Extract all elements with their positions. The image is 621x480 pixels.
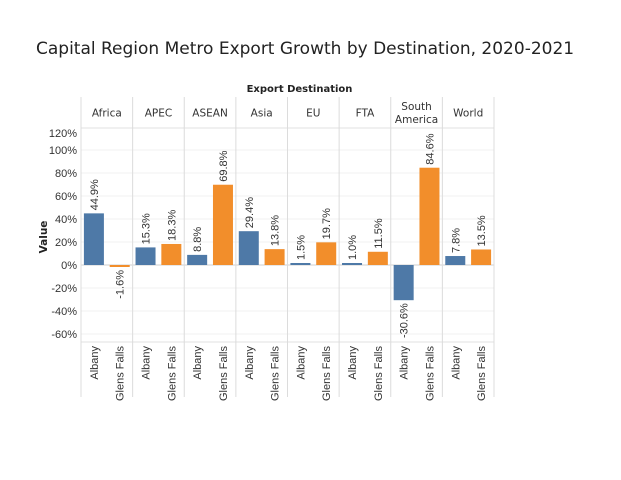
x-axis-label: Glens Falls [476,346,488,402]
category-header-line: EU [306,108,320,120]
y-tick-label: 120% [49,128,77,140]
category-header-asean: ASEAN [192,108,228,120]
chart-title: Capital Region Metro Export Growth by De… [36,39,575,59]
bar-albany-south-america[interactable] [393,265,414,301]
y-tick-label: 20% [55,237,77,249]
data-label: 44.9% [89,179,101,210]
data-label: 1.5% [295,235,307,260]
category-header-africa: Africa [92,108,122,120]
bar-glens-falls-eu[interactable] [316,242,337,265]
data-label: 18.3% [166,210,178,241]
bar-albany-world[interactable] [445,256,466,265]
x-axis-label: Glens Falls [424,346,436,402]
data-label: -30.6% [399,303,411,338]
category-header-asia: Asia [251,108,273,120]
y-tick-label: -60% [51,329,77,341]
category-header-line: America [395,114,438,126]
bar-albany-eu[interactable] [290,263,311,265]
x-axis-label: Glens Falls [373,346,385,402]
x-axis-label: Albany [141,346,153,380]
bar-glens-falls-fta[interactable] [367,251,388,265]
data-label: 11.5% [373,218,385,249]
bar-glens-falls-asean[interactable] [212,184,233,265]
category-headers: Africa APEC ASEAN Asia EU FTA South America Worl… [92,101,483,126]
bar-glens-falls-apec[interactable] [161,243,182,265]
category-header-line: South [401,101,432,113]
category-header-line: FTA [356,108,375,120]
y-axis-label: Value [38,221,50,254]
category-header-apec: APEC [145,108,172,120]
category-header-world: World [453,108,483,120]
y-tick-label: 0% [61,260,77,272]
bar-glens-falls-africa[interactable] [109,265,130,267]
category-header-fta: FTA [356,108,375,120]
x-axis-label: Glens Falls [270,346,282,402]
category-header-line: World [453,108,483,120]
bars [83,167,492,301]
category-header-south-america: South America [395,101,438,126]
data-label: 29.4% [244,197,256,228]
y-tick-label: -40% [51,306,77,318]
category-header-eu: EU [306,108,320,120]
data-label: 13.8% [270,215,282,246]
y-axis-ticks: 120% 100% 80% 60% 40% 20% 0% -20% -40% -60% [49,128,77,341]
bar-albany-asean[interactable] [187,254,208,265]
bar-glens-falls-south-america[interactable] [419,167,440,265]
data-label: 7.8% [450,228,462,253]
x-axis-label: Glens Falls [321,346,333,402]
y-tick-label: -20% [51,283,77,295]
data-label: 13.5% [476,215,488,246]
pane-dividers [80,97,495,397]
data-label: 84.6% [424,133,436,164]
data-label: 19.7% [321,208,333,239]
x-axis-label: Glens Falls [166,346,178,402]
bar-albany-apec[interactable] [135,247,156,265]
bar-glens-falls-asia[interactable] [264,249,285,265]
x-axis-labels: Albany Albany Albany Albany Albany Albany Alba… [89,346,488,402]
column-header-title: Export Destination [247,84,353,95]
y-tick-label: 80% [55,168,77,180]
y-tick-label: 100% [49,145,77,157]
x-axis-label: Albany [295,346,307,380]
x-axis-label: Glens Falls [218,346,230,402]
data-label: 1.0% [347,235,359,260]
bar-albany-fta[interactable] [342,263,363,265]
data-labels: 44.9% 15.3% 8.8% 29.4% 1.5% 1.0% -30.6% 7.8% -1.… [89,133,488,338]
category-header-line: APEC [145,108,172,120]
category-header-line: Asia [251,108,273,120]
bar-glens-falls-world[interactable] [471,249,492,265]
x-axis-label: Glens Falls [115,346,127,402]
data-label: -1.6% [115,270,127,299]
bar-albany-asia[interactable] [238,231,259,265]
x-axis-label: Albany [399,346,411,380]
category-header-line: ASEAN [192,108,228,120]
bar-albany-africa[interactable] [83,213,104,265]
x-axis-label: Albany [89,346,101,380]
x-axis-label: Albany [450,346,462,380]
x-axis-label: Albany [244,346,256,380]
data-label: 8.8% [192,227,204,252]
x-axis-label: Albany [192,346,204,380]
y-tick-label: 40% [55,214,77,226]
data-label: 15.3% [141,213,153,244]
x-axis-label: Albany [347,346,359,380]
category-header-line: Africa [92,108,122,120]
y-tick-label: 60% [55,191,77,203]
data-label: 69.8% [218,150,230,181]
